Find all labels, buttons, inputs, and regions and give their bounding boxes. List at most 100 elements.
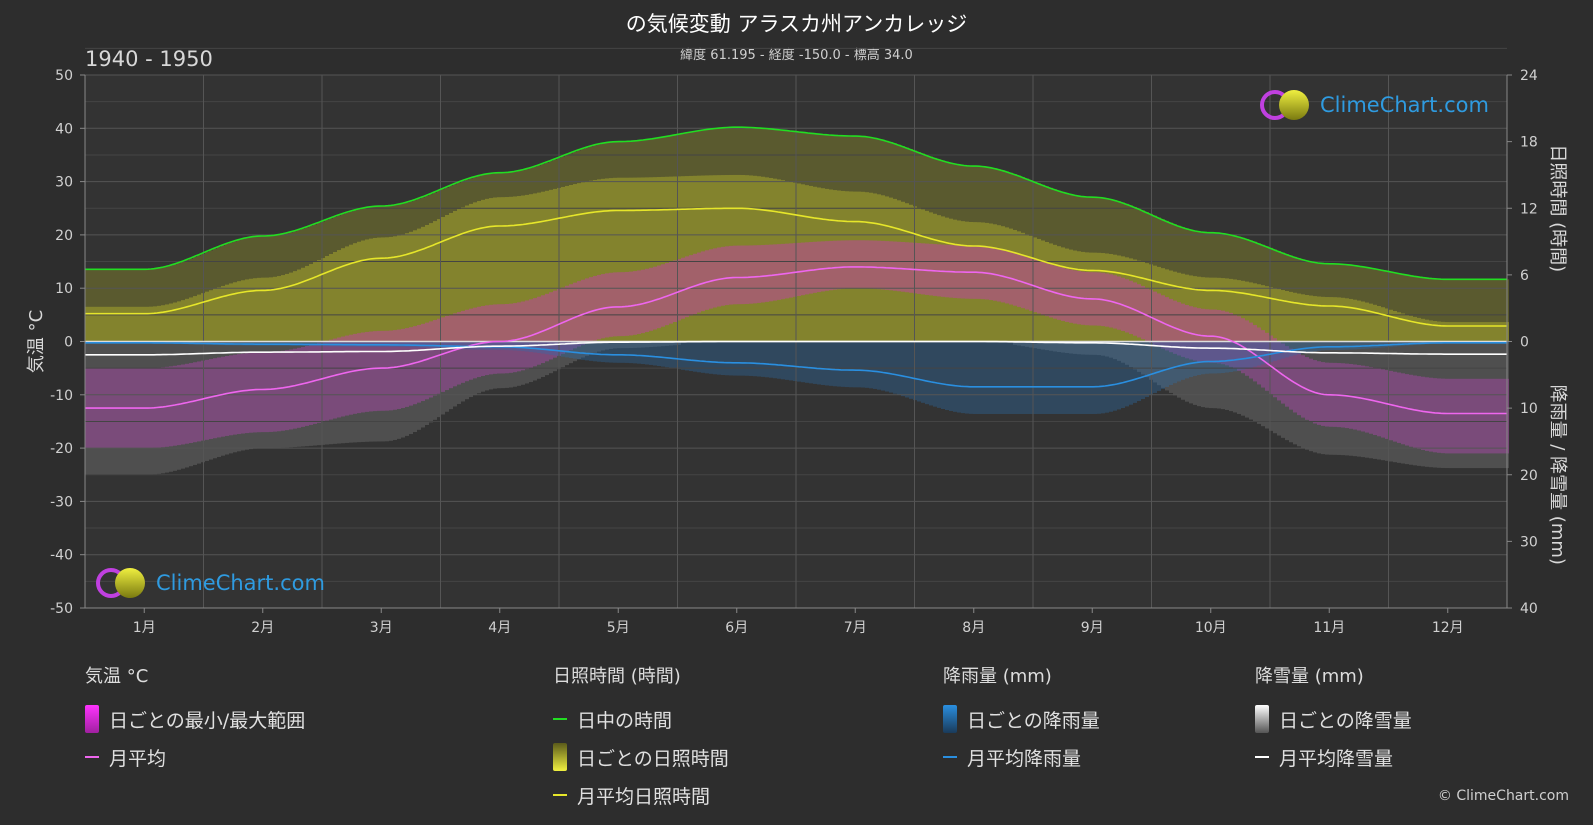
snow-band xyxy=(1097,341,1101,356)
sunshine-band xyxy=(541,191,545,342)
daylight-band xyxy=(1381,270,1385,342)
temp-range-band xyxy=(921,243,925,295)
snow-band xyxy=(1065,341,1069,354)
daylight-band xyxy=(129,269,133,342)
snow-band xyxy=(453,341,457,407)
rain-band xyxy=(777,341,781,379)
daylight-band xyxy=(1141,210,1145,342)
legend-sunshine-title: 日照時間 (時間) xyxy=(553,666,681,687)
sunshine-band xyxy=(885,196,889,342)
rain-band xyxy=(865,341,869,388)
rain-band xyxy=(1201,341,1205,375)
sunshine-band xyxy=(949,218,953,342)
snow-band xyxy=(393,341,397,440)
daylight-band xyxy=(265,235,269,342)
sunshine-band xyxy=(681,176,685,342)
sunshine-band xyxy=(365,239,369,342)
daylight-band xyxy=(1121,202,1125,342)
temp-range-band xyxy=(333,338,337,419)
daylight-band xyxy=(97,269,101,342)
snow-band xyxy=(1077,341,1081,355)
temp-range-band xyxy=(601,274,605,339)
sunshine-band xyxy=(437,219,441,342)
snow-band xyxy=(321,341,325,445)
daylight-band xyxy=(1029,180,1033,342)
daylight-band xyxy=(1045,186,1049,342)
snow-band xyxy=(1157,341,1161,386)
rain-band xyxy=(693,341,697,372)
rain-band xyxy=(1161,341,1165,389)
rain-band xyxy=(1357,341,1361,350)
daylight-band xyxy=(237,240,241,342)
logo-bottom-left[interactable]: ClimeChart.com xyxy=(94,566,325,600)
snow-band xyxy=(1401,341,1405,464)
sunshine-band xyxy=(941,216,945,342)
temp-range-band xyxy=(185,363,189,444)
sunshine-band xyxy=(257,277,261,342)
snow-band xyxy=(373,341,377,442)
legend-item: 日ごとの降雪量 xyxy=(1255,700,1412,738)
temp-range-band xyxy=(485,305,489,376)
rain-band xyxy=(425,341,429,348)
daylight-band xyxy=(1325,263,1329,342)
daylight-band xyxy=(173,264,177,342)
rain-band xyxy=(441,341,445,349)
sunshine-band xyxy=(1201,277,1205,342)
snow-band xyxy=(353,341,357,443)
y-left-tick-label: -40 xyxy=(50,548,73,564)
sunshine-band xyxy=(553,188,557,342)
daylight-band xyxy=(349,211,353,342)
rain-band xyxy=(1197,341,1201,375)
temp-range-band xyxy=(469,308,473,380)
daylight-band xyxy=(1185,228,1189,342)
rain-band xyxy=(617,341,621,363)
temp-range-band xyxy=(197,361,201,442)
rain-band xyxy=(733,341,737,376)
sunshine-band xyxy=(1389,309,1393,342)
rain-band xyxy=(889,341,893,393)
temp-range-band xyxy=(669,261,673,324)
sunshine-band xyxy=(809,185,813,342)
snow-band xyxy=(1357,341,1361,457)
daylight-band xyxy=(389,205,393,342)
rain-band xyxy=(921,341,925,403)
logo-top-right[interactable]: ClimeChart.com xyxy=(1258,88,1489,122)
sunshine-band xyxy=(797,183,801,342)
snow-band xyxy=(1209,341,1213,409)
temp-range-band xyxy=(1493,378,1497,454)
sunshine-band xyxy=(925,210,929,342)
sunshine-band xyxy=(1193,276,1197,342)
temp-range-band xyxy=(857,240,861,289)
daylight-band xyxy=(577,150,581,342)
snow-band xyxy=(1473,341,1477,469)
y-right-bottom-tick-label: 10 xyxy=(1520,401,1538,417)
daylight-band xyxy=(1305,260,1309,342)
temp-range-band xyxy=(621,272,625,337)
sunshine-band xyxy=(237,281,241,342)
sunshine-band xyxy=(361,240,365,342)
sunshine-band xyxy=(1229,278,1233,342)
rain-band xyxy=(629,341,633,364)
temp-range-band xyxy=(797,242,801,296)
x-tick-label-month: 10月 xyxy=(1195,620,1227,636)
daylight-band xyxy=(177,263,181,342)
rain-band xyxy=(1217,341,1221,374)
logo-text: ClimeChart.com xyxy=(156,571,325,595)
rain-band xyxy=(1337,341,1341,350)
temp-range-band xyxy=(1269,335,1273,394)
snow-band xyxy=(209,341,213,460)
snow-band xyxy=(205,341,209,461)
daylight-band xyxy=(589,146,593,342)
rain-band xyxy=(1017,341,1021,414)
rain-band xyxy=(637,341,641,364)
rain-band xyxy=(1265,341,1269,364)
temp-range-band xyxy=(633,271,637,335)
rain-band xyxy=(885,341,889,392)
daylight-band xyxy=(961,165,965,342)
snow-band xyxy=(609,341,613,349)
temp-range-band xyxy=(781,243,785,300)
temp-range-band xyxy=(281,350,285,431)
rain-band xyxy=(1241,341,1245,370)
temp-range-band xyxy=(793,243,797,297)
temp-range-band xyxy=(1389,370,1393,441)
